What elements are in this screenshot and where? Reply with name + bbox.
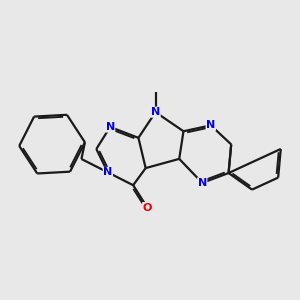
- Text: O: O: [142, 202, 152, 213]
- Text: N: N: [206, 120, 215, 130]
- Text: N: N: [198, 178, 207, 188]
- Text: N: N: [106, 122, 115, 132]
- Text: N: N: [103, 167, 112, 177]
- Text: N: N: [151, 107, 160, 117]
